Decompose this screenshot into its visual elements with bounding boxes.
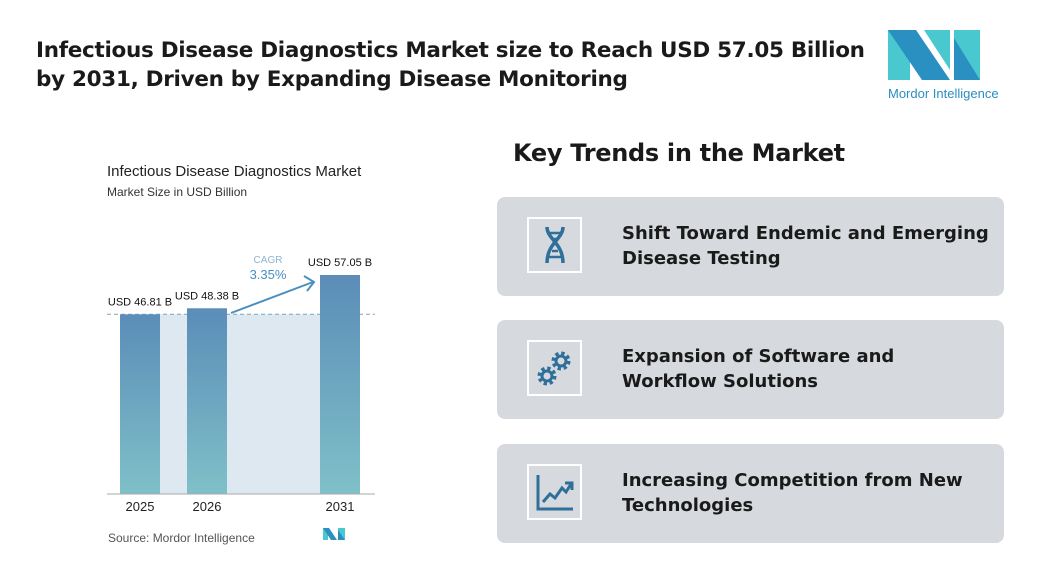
trend-chart-icon (527, 464, 582, 520)
trend-card: Expansion of Software and Workflow Solut… (497, 320, 1004, 419)
trend-label: Increasing Competition from New Technolo… (622, 470, 963, 516)
x-tick-label: 2031 (326, 499, 355, 514)
data-label: USD 57.05 B (308, 257, 372, 269)
chart-subtitle: Market Size in USD Billion (107, 185, 248, 199)
data-label: USD 46.81 B (108, 296, 172, 308)
cagr-label: CAGR (254, 255, 283, 266)
bar-2026 (187, 308, 227, 494)
chart-title: Infectious Disease Diagnostics Market (107, 163, 362, 180)
x-tick-label: 2026 (193, 499, 222, 514)
cagr-arrowhead (303, 275, 316, 292)
trend-card: Shift Toward Endemic and Emerging Diseas… (497, 197, 1004, 296)
cagr-value: 3.35% (250, 267, 287, 282)
cagr-arrow (230, 281, 314, 314)
page-title: Infectious Disease Diagnostics Market si… (36, 38, 865, 92)
trend-label: Expansion of Software and Workflow Solut… (622, 346, 895, 392)
bar-2025 (120, 314, 160, 494)
trend-label: Shift Toward Endemic and Emerging Diseas… (622, 223, 989, 269)
logo-text: Mordor Intelligence (888, 86, 999, 101)
dna-icon (527, 217, 582, 273)
key-trends-heading: Key Trends in the Market (513, 139, 845, 167)
gears-icon (527, 340, 582, 396)
bar-chart: USD 46.81 B 2025 USD 48.38 B 2026 USD 57.05 … (107, 255, 375, 540)
chart-source: Source: Mordor Intelligence (108, 531, 255, 545)
bar-2031 (320, 275, 360, 494)
shaded-region (160, 314, 320, 494)
x-tick-label: 2025 (126, 499, 155, 514)
mordor-logo: Mordor Intelligence (888, 30, 999, 101)
data-label: USD 48.38 B (175, 290, 239, 302)
trend-card: Increasing Competition from New Technolo… (497, 444, 1004, 543)
source-logo-icon (323, 528, 345, 540)
mordor-logo-icon (888, 30, 980, 80)
